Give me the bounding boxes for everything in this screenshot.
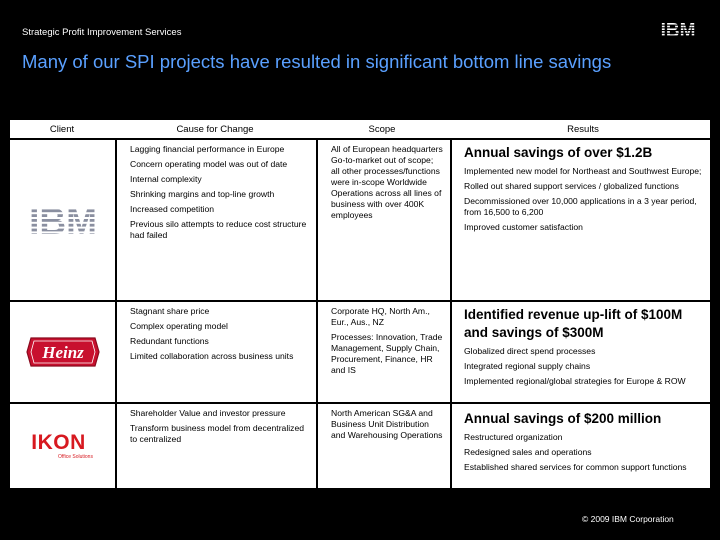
row3-scope-cell	[318, 404, 450, 488]
svg-text:IBM: IBM	[29, 204, 97, 236]
list-item: Redundant functions	[130, 336, 209, 346]
row1-scope-cell	[318, 140, 450, 300]
list-item: Implemented regional/global strategies f…	[464, 376, 686, 386]
list-item: Concern operating model was out of date	[130, 159, 288, 169]
list-item: All of European headquarters Go-to-marke…	[331, 144, 443, 220]
ikon-wordmark: IKON	[31, 430, 86, 454]
table-header-bar	[10, 120, 710, 138]
list-item: Decommissioned over 10,000 applications …	[464, 196, 697, 217]
row3-results: Annual savings of $200 million Restructu…	[464, 410, 704, 477]
list-item: North American SG&A and Business Unit Di…	[331, 408, 443, 440]
row3-client-cell	[10, 404, 115, 488]
row1-cause: Lagging financial performance in Europe …	[130, 144, 308, 245]
column-header-results: Results	[567, 124, 599, 135]
list-item: Previous silo attempts to reduce cost st…	[130, 219, 307, 240]
row2-scope: Corporate HQ, North Am., Eur., Aus., NZ …	[331, 306, 443, 380]
results-headline: Identified revenue up-lift of $100M and …	[464, 307, 683, 340]
ibm-client-logo: IBM	[10, 140, 115, 300]
list-item: Rolled out shared support services / glo…	[464, 181, 679, 191]
row1-scope: All of European headquarters Go-to-marke…	[331, 144, 443, 225]
list-item: Integrated regional supply chains	[464, 361, 591, 371]
list-item: Limited collaboration across business un…	[130, 351, 294, 361]
row1-results: Annual savings of over $1.2B Implemented…	[464, 144, 704, 237]
page-title: Many of our SPI projects have resulted i…	[22, 51, 612, 72]
ikon-client-logo: IKON Office Solutions	[10, 404, 115, 488]
list-item: Transform business model from decentrali…	[130, 423, 305, 444]
row2-results-cell	[452, 302, 710, 402]
list-item: Increased competition	[130, 204, 215, 214]
list-item: Globalized direct spend processes	[464, 346, 596, 356]
ibm-logo: IBM	[661, 21, 696, 39]
list-item: Internal complexity	[130, 174, 202, 184]
results-headline: Annual savings of over $1.2B	[464, 145, 653, 160]
row3-scope: North American SG&A and Business Unit Di…	[331, 408, 443, 445]
column-header-cause: Cause for Change	[176, 124, 254, 135]
row3-cause-cell	[117, 404, 316, 488]
column-header-scope: Scope	[368, 124, 396, 135]
row3-cause: Shareholder Value and investor pressure …	[130, 408, 308, 449]
list-item: Improved customer satisfaction	[464, 222, 583, 232]
ikon-sub: Office Solutions	[58, 453, 93, 460]
row2-scope-cell	[318, 302, 450, 402]
list-item: Complex operating model	[130, 321, 228, 331]
list-item: Corporate HQ, North Am., Eur., Aus., NZ	[331, 306, 430, 327]
row1-results-cell	[452, 140, 710, 300]
list-item: Redesigned sales and operations	[464, 447, 592, 457]
row1-cause-cell	[117, 140, 316, 300]
list-item: Stagnant share price	[130, 306, 210, 316]
svg-text:IBM: IBM	[661, 21, 696, 39]
list-item: Established shared services for common s…	[464, 462, 687, 472]
results-headline: Annual savings of $200 million	[464, 411, 662, 426]
row2-results: Identified revenue up-lift of $100M and …	[464, 306, 704, 391]
column-header-client: Client	[49, 124, 75, 135]
list-item: Implemented new model for Northeast and …	[464, 166, 702, 176]
list-item: Shareholder Value and investor pressure	[130, 408, 286, 418]
row2-cause: Stagnant share price Complex operating m…	[130, 306, 308, 366]
list-item: Restructured organization	[464, 432, 563, 442]
footer-copyright: © 2009 IBM Corporation	[582, 514, 674, 524]
header-label: Strategic Profit Improvement Services	[22, 27, 182, 38]
row2-cause-cell	[117, 302, 316, 402]
list-item: Lagging financial performance in Europe	[130, 144, 285, 154]
row1-client-cell	[10, 140, 115, 300]
row3-results-cell	[452, 404, 710, 488]
list-item: Shrinking margins and top-line growth	[130, 189, 275, 199]
list-item: Processes: Innovation, Trade Management,…	[331, 332, 443, 375]
svg-text:Heinz: Heinz	[41, 343, 84, 362]
heinz-client-logo: Heinz	[10, 302, 115, 402]
